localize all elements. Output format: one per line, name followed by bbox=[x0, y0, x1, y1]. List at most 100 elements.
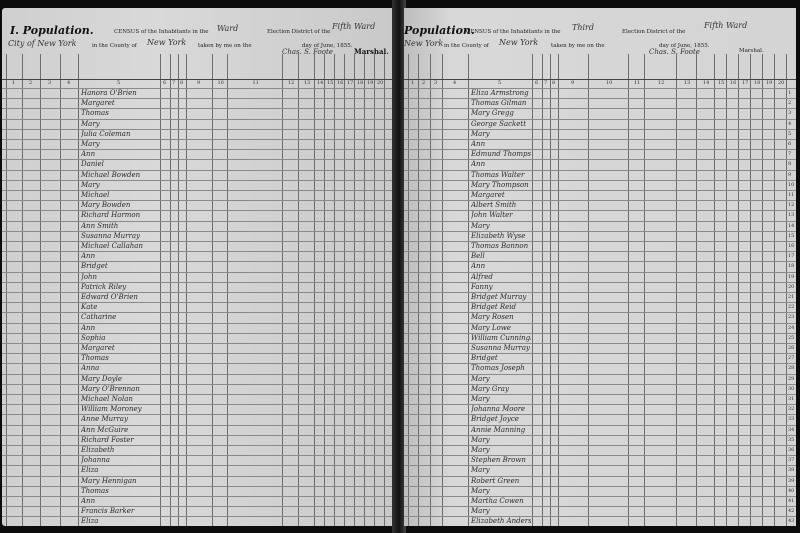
column-rule bbox=[324, 54, 325, 526]
row-number: 29 bbox=[788, 375, 795, 382]
row-rule bbox=[2, 383, 394, 385]
row-rule bbox=[2, 506, 394, 508]
row-rule bbox=[404, 108, 796, 110]
column-number: 11 bbox=[634, 80, 641, 86]
column-number: 8 bbox=[552, 80, 556, 86]
column-number: 19 bbox=[367, 80, 374, 86]
person-name: Julia Coleman bbox=[81, 129, 131, 138]
row-rule bbox=[2, 302, 394, 304]
person-name: Ann bbox=[471, 262, 486, 271]
row-number: 3 bbox=[788, 110, 792, 117]
column-rule bbox=[644, 54, 645, 526]
column-rule bbox=[298, 54, 299, 526]
row-rule bbox=[2, 230, 394, 232]
row-number: 7 bbox=[788, 151, 792, 158]
row-number: 37 bbox=[788, 457, 795, 464]
column-number: 5 bbox=[117, 80, 121, 86]
person-name: Margaret bbox=[81, 99, 115, 108]
row-rule bbox=[2, 241, 394, 242]
column-rule bbox=[558, 54, 559, 526]
ward-value: Third bbox=[572, 23, 594, 32]
column-rule bbox=[354, 54, 355, 526]
row-rule bbox=[404, 271, 796, 273]
row-rule bbox=[2, 414, 394, 416]
column-rule bbox=[160, 54, 161, 526]
row-number: 8 bbox=[788, 161, 792, 168]
row-rule bbox=[2, 139, 394, 140]
person-name: Bridget bbox=[471, 354, 498, 363]
column-number: 4 bbox=[67, 80, 71, 86]
column-rule bbox=[786, 54, 787, 526]
row-number: 34 bbox=[788, 426, 795, 433]
person-name: Thomas bbox=[81, 486, 109, 495]
person-name: Martha Cowen bbox=[471, 497, 524, 505]
row-rule bbox=[404, 190, 796, 191]
column-rule bbox=[384, 54, 385, 526]
person-name: Richard Harmon bbox=[81, 211, 141, 220]
row-rule bbox=[404, 496, 796, 497]
person-name: Johanna Moore bbox=[471, 405, 526, 414]
section-title: Population. bbox=[404, 24, 475, 37]
district-value: Fifth Ward bbox=[332, 22, 376, 31]
row-rule bbox=[2, 332, 394, 334]
row-rule bbox=[404, 516, 796, 518]
row-number: 2 bbox=[788, 100, 792, 107]
row-rule bbox=[404, 322, 796, 324]
column-rule bbox=[542, 54, 543, 526]
row-rule bbox=[404, 475, 796, 477]
person-name: Mary bbox=[471, 446, 490, 454]
row-rule bbox=[2, 475, 394, 477]
row-number: 28 bbox=[788, 365, 795, 372]
person-name: Mary bbox=[471, 486, 490, 495]
column-number: 14 bbox=[317, 80, 324, 86]
column-number: 15 bbox=[718, 80, 725, 86]
row-number: 20 bbox=[788, 283, 795, 290]
row-rule bbox=[2, 169, 394, 171]
person-name: Ann McGuire bbox=[81, 425, 129, 434]
person-name: Ann bbox=[471, 140, 486, 148]
county-value: New York bbox=[147, 38, 187, 47]
census-page-right: Population. CENSUS of the Inhabitants in… bbox=[404, 8, 796, 526]
county-label: in the County of bbox=[444, 43, 489, 49]
row-rule bbox=[2, 220, 394, 222]
person-name: Annie Manning bbox=[471, 425, 526, 434]
column-number: 14 bbox=[703, 80, 710, 86]
column-rule bbox=[374, 54, 375, 526]
person-name: Ann bbox=[81, 252, 96, 261]
person-name: Stephen Brown bbox=[471, 456, 526, 465]
column-rule bbox=[468, 54, 469, 526]
column-number: 20 bbox=[778, 80, 785, 86]
row-rule bbox=[2, 98, 394, 100]
person-name: Mary Bowden bbox=[81, 201, 131, 210]
row-rule bbox=[404, 414, 796, 416]
person-name: Mary Gregg bbox=[471, 109, 514, 118]
person-name: George Sackett bbox=[471, 119, 527, 128]
row-rule bbox=[404, 179, 796, 181]
column-rule bbox=[178, 54, 179, 526]
person-name: John bbox=[81, 272, 98, 281]
person-name: Edward O'Brien bbox=[81, 293, 138, 301]
column-rule bbox=[170, 54, 171, 526]
row-rule bbox=[404, 394, 796, 395]
column-number: 9 bbox=[571, 80, 575, 86]
census-label: CENSUS of the Inhabitants in the bbox=[466, 29, 561, 35]
taken-label: taken by me on the bbox=[198, 43, 252, 49]
column-rule bbox=[212, 54, 213, 526]
header-rule bbox=[404, 79, 796, 80]
row-rule bbox=[2, 394, 394, 395]
column-rule bbox=[628, 54, 629, 526]
column-rule bbox=[22, 54, 23, 526]
column-rule bbox=[532, 54, 533, 526]
row-rule bbox=[404, 353, 796, 355]
column-rule bbox=[738, 54, 739, 526]
row-rule bbox=[2, 465, 394, 467]
row-rule bbox=[2, 292, 394, 293]
row-number: 14 bbox=[788, 222, 795, 229]
section-title: I. Population. bbox=[10, 24, 94, 37]
person-name: Mary bbox=[471, 129, 490, 138]
column-rule bbox=[430, 54, 431, 526]
row-rule bbox=[2, 445, 394, 446]
person-name: Kate bbox=[81, 303, 98, 312]
person-name: Hanora O'Brien bbox=[81, 89, 137, 97]
person-name: Alfred bbox=[471, 272, 493, 281]
